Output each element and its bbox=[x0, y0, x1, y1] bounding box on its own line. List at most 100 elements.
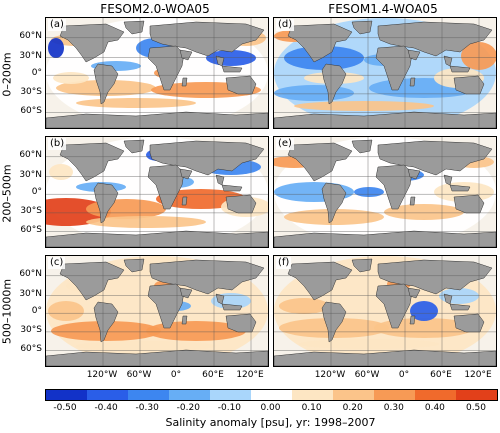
colorbar-tick: -0.10 bbox=[217, 403, 242, 413]
panel-label-b: (b) bbox=[48, 138, 67, 150]
north-america-land bbox=[287, 142, 353, 182]
colorbar-segment bbox=[292, 390, 333, 400]
anomaly-patch bbox=[274, 85, 354, 101]
lon-tick: 120°E bbox=[464, 370, 492, 380]
antarctica-land bbox=[274, 111, 496, 128]
anomaly-patch bbox=[48, 38, 64, 58]
lon-tick: 120°E bbox=[236, 370, 264, 380]
anomaly-patch bbox=[384, 204, 464, 220]
antarctica-land bbox=[274, 349, 496, 366]
lon-tick: 60°E bbox=[202, 370, 224, 380]
anomaly-patch bbox=[53, 72, 89, 84]
anomaly-patch bbox=[76, 341, 216, 351]
colorbar-segment bbox=[87, 390, 128, 400]
eurasia-land bbox=[149, 140, 265, 176]
indonesia-land bbox=[221, 65, 243, 73]
lat-tick: 0° bbox=[31, 187, 42, 198]
antarctica-land bbox=[46, 349, 268, 366]
lat-tick: 60°S bbox=[20, 343, 42, 354]
colorbar-label: Salinity anomaly [psu], yr: 1998–2007 bbox=[165, 416, 376, 429]
colorbar-segment bbox=[251, 390, 292, 400]
colorbar-tick: 0.30 bbox=[383, 403, 404, 413]
colorbar-segment bbox=[128, 390, 169, 400]
map-panel-f: (f) bbox=[273, 255, 497, 367]
madagascar-land bbox=[181, 196, 188, 206]
colorbar-tick: 0.40 bbox=[424, 403, 445, 413]
lon-tick: 0° bbox=[170, 370, 182, 380]
panel-label-d: (d) bbox=[276, 19, 295, 31]
column-title-left: FESOM2.0-WOA05 bbox=[100, 2, 210, 16]
colorbar-tick: -0.40 bbox=[94, 403, 118, 413]
lat-tick: 30°N bbox=[19, 288, 42, 299]
colorbar-segment bbox=[456, 390, 497, 400]
salinity-map-d bbox=[274, 18, 496, 128]
salinity-map-a bbox=[46, 18, 268, 128]
salinity-map-c bbox=[46, 256, 268, 366]
greenland-land bbox=[351, 258, 373, 273]
madagascar-land bbox=[181, 77, 188, 87]
lat-tick: 60°N bbox=[19, 30, 42, 41]
map-panel-b: (b) bbox=[45, 136, 269, 248]
map-panel-c: (c) bbox=[45, 255, 269, 367]
colorbar-tick: 0.20 bbox=[342, 403, 363, 413]
lat-tick: 30°S bbox=[20, 324, 42, 335]
madagascar-land bbox=[181, 315, 188, 325]
colorbar-segment bbox=[169, 390, 210, 400]
south-america-land bbox=[93, 182, 119, 224]
colorbar-tick: -0.30 bbox=[135, 403, 159, 413]
anomaly-patch bbox=[294, 101, 434, 111]
lon-tick: 120°W bbox=[86, 370, 118, 380]
colorbar-segment bbox=[415, 390, 456, 400]
north-america-land bbox=[59, 142, 125, 182]
colorbar-segment bbox=[46, 390, 87, 400]
indonesia-land bbox=[449, 65, 471, 73]
anomaly-patch bbox=[48, 301, 84, 321]
south-america-land bbox=[93, 301, 119, 343]
greenland-land bbox=[351, 20, 373, 35]
salinity-map-e bbox=[274, 137, 496, 247]
colorbar bbox=[45, 389, 498, 401]
indonesia-land bbox=[449, 303, 471, 311]
colorbar-tick: -0.50 bbox=[53, 403, 77, 413]
eurasia-land bbox=[149, 259, 265, 295]
anomaly-patch bbox=[86, 216, 206, 228]
eurasia-land bbox=[377, 140, 493, 176]
anomaly-patch bbox=[354, 187, 384, 197]
lat-tick: 0° bbox=[31, 306, 42, 317]
north-america-land bbox=[287, 261, 353, 301]
panel-label-a: (a) bbox=[48, 19, 66, 31]
south-america-land bbox=[321, 182, 347, 224]
panel-label-f: (f) bbox=[276, 257, 292, 269]
map-panel-d: (d) bbox=[273, 17, 497, 129]
lon-tick: 60°W bbox=[354, 370, 380, 380]
longitude-ticks-left: 120°W 60°W 0° 60°E 120°E bbox=[45, 370, 267, 382]
south-america-land bbox=[93, 63, 119, 105]
salinity-map-f bbox=[274, 256, 496, 366]
lat-tick: 30°S bbox=[20, 86, 42, 97]
indonesia-land bbox=[221, 303, 243, 311]
antarctica-land bbox=[274, 230, 496, 247]
colorbar-tick: 0.10 bbox=[301, 403, 322, 413]
panel-label-e: (e) bbox=[276, 138, 294, 150]
anomaly-patch bbox=[461, 42, 496, 70]
antarctica-land bbox=[46, 111, 268, 128]
lat-tick: 60°S bbox=[20, 224, 42, 235]
lon-tick: 60°W bbox=[126, 370, 152, 380]
map-panel-e: (e) bbox=[273, 136, 497, 248]
colorbar-tick: 0.50 bbox=[465, 403, 487, 413]
lat-tick: 30°S bbox=[20, 205, 42, 216]
anomaly-patch bbox=[410, 301, 438, 321]
greenland-land bbox=[123, 20, 145, 35]
north-america-land bbox=[287, 23, 353, 63]
eurasia-land bbox=[149, 21, 265, 57]
lat-tick: 60°N bbox=[19, 268, 42, 279]
anomaly-patch bbox=[284, 46, 364, 70]
anomaly-patch bbox=[299, 339, 439, 349]
lon-tick: 60°E bbox=[430, 370, 452, 380]
south-america-land bbox=[321, 301, 347, 343]
lat-tick: 60°N bbox=[19, 149, 42, 160]
lon-tick: 0° bbox=[398, 370, 410, 380]
salinity-map-b bbox=[46, 137, 268, 247]
longitude-ticks-right: 120°W 60°W 0° 60°E 120°E bbox=[273, 370, 495, 382]
anomaly-patch bbox=[76, 98, 196, 108]
